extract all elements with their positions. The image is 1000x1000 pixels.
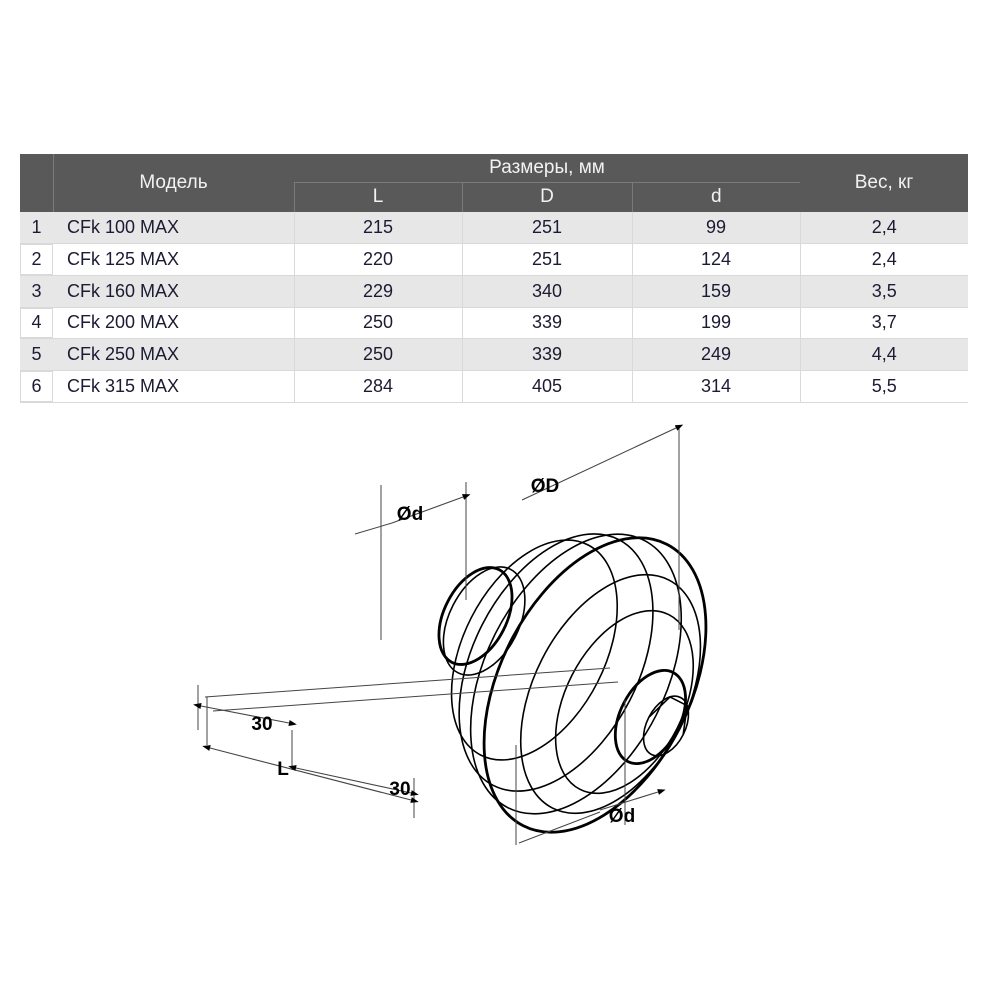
svg-text:ØD: ØD: [531, 476, 560, 497]
svg-text:L: L: [277, 759, 289, 780]
svg-text:Ød: Ød: [397, 504, 423, 525]
svg-text:Ød: Ød: [609, 806, 635, 827]
svg-text:30: 30: [251, 714, 272, 735]
svg-text:30: 30: [389, 779, 410, 800]
